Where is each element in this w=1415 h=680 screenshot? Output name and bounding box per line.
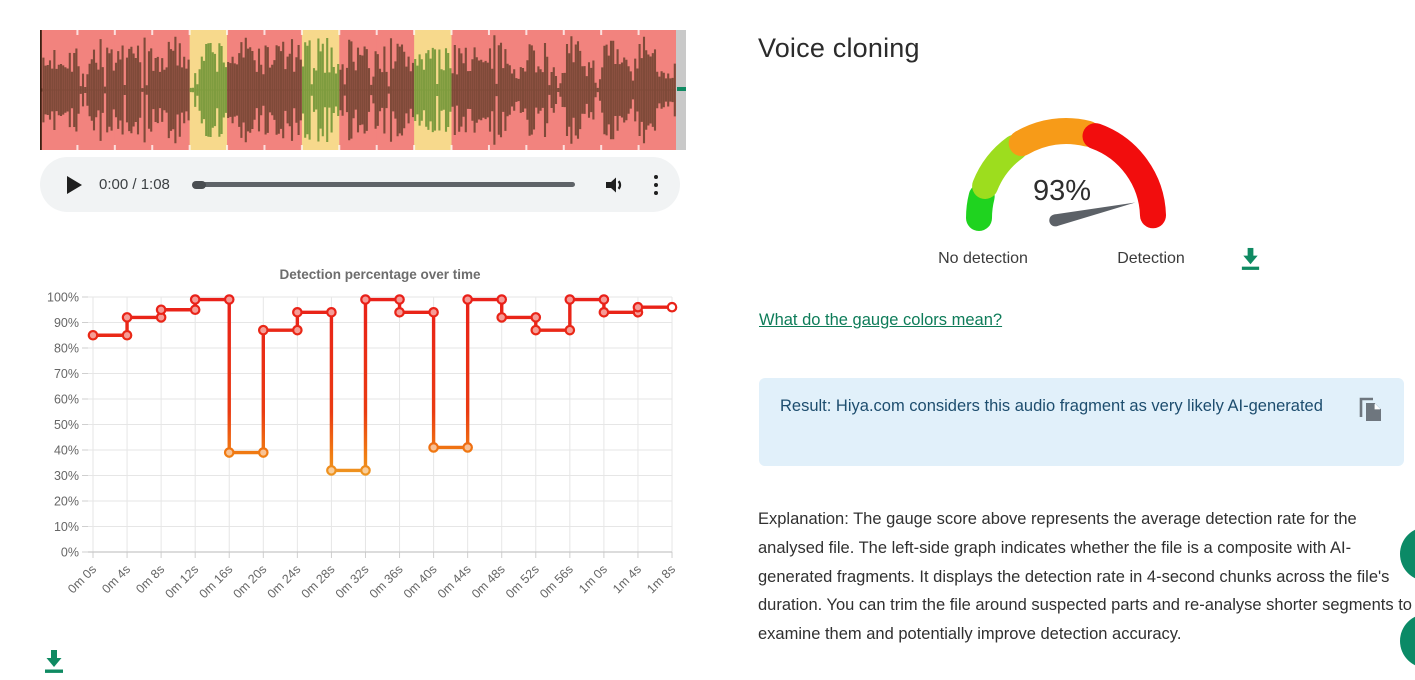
svg-text:60%: 60% [54,393,79,407]
svg-text:90%: 90% [54,316,79,330]
svg-text:0m 44s: 0m 44s [435,562,474,601]
svg-text:0m 32s: 0m 32s [333,562,372,601]
download-report-icon[interactable] [1239,246,1262,271]
more-vert-icon[interactable] [643,172,669,198]
svg-text:Detection percentage over time: Detection percentage over time [279,267,481,282]
svg-text:10%: 10% [54,520,79,534]
result-text: Result: Hiya.com considers this audio fr… [780,397,1323,415]
svg-text:0m 24s: 0m 24s [265,562,304,601]
svg-text:0m 16s: 0m 16s [196,562,235,601]
gauge-labels-row: No detection Detection [905,246,1265,271]
svg-text:0m 40s: 0m 40s [401,562,440,601]
svg-text:0m 52s: 0m 52s [503,562,542,601]
svg-text:0m 28s: 0m 28s [299,562,338,601]
volume-icon[interactable] [603,173,627,197]
svg-text:20%: 20% [54,495,79,509]
result-box: Result: Hiya.com considers this audio fr… [759,378,1404,466]
svg-text:0%: 0% [61,546,79,560]
audio-player: 0:00 / 1:08 [40,157,680,212]
seek-slider[interactable] [192,180,575,189]
svg-text:1m 8s: 1m 8s [644,562,678,596]
gauge-colors-link[interactable]: What do the gauge colors mean? [759,311,1003,329]
floating-action-button-2[interactable] [1400,614,1415,668]
svg-text:40%: 40% [54,444,79,458]
gauge-value: 93% [1033,175,1091,207]
download-chart-icon[interactable] [42,648,66,674]
svg-text:100%: 100% [47,291,79,305]
svg-text:80%: 80% [54,342,79,356]
svg-text:0m 36s: 0m 36s [367,562,406,601]
svg-text:0m 12s: 0m 12s [162,562,201,601]
time-display: 0:00 / 1:08 [99,176,170,193]
svg-text:1m 0s: 1m 0s [576,562,610,596]
gauge-max-label: Detection [1117,249,1185,267]
svg-text:0m 20s: 0m 20s [231,562,270,601]
copy-icon[interactable] [1356,394,1386,424]
svg-text:50%: 50% [54,418,79,432]
svg-text:0m 56s: 0m 56s [537,562,576,601]
audio-waveform[interactable] [40,30,686,150]
explanation-text: Explanation: The gauge score above repre… [758,510,1412,644]
svg-text:0m 48s: 0m 48s [469,562,508,601]
svg-text:0m 4s: 0m 4s [99,562,133,596]
seek-thumb[interactable] [192,180,206,189]
svg-text:30%: 30% [54,469,79,483]
svg-text:0m 0s: 0m 0s [65,562,99,596]
play-icon[interactable] [67,175,82,194]
svg-text:1m 4s: 1m 4s [610,562,644,596]
svg-text:70%: 70% [54,367,79,381]
detection-chart: Detection percentage over time 0% 10% 20% 30… [47,267,678,601]
floating-action-button-1[interactable] [1400,527,1415,581]
page-title: Voice cloning [758,33,920,63]
gauge-min-label: No detection [938,249,1028,267]
detection-gauge: 93% [965,117,1166,231]
